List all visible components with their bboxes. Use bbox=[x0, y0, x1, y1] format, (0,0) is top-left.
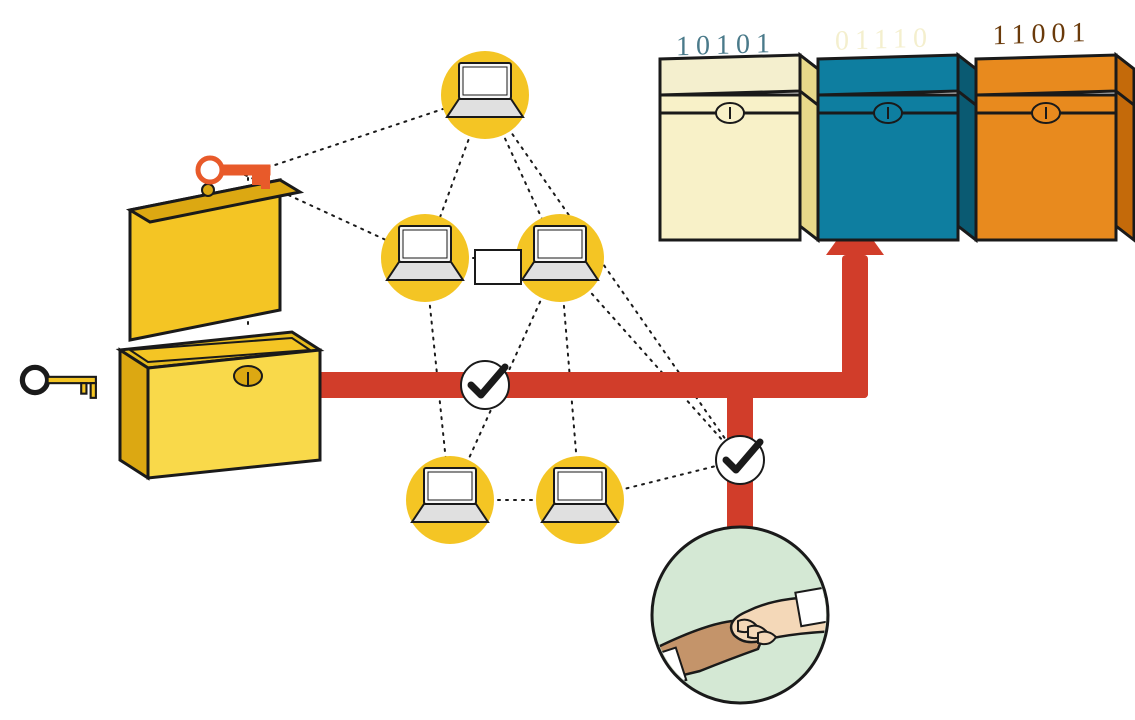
laptop-icon bbox=[516, 214, 604, 302]
block-binary-label: 01110 bbox=[835, 22, 933, 56]
laptop-icon bbox=[381, 214, 469, 302]
checkmark-icon bbox=[716, 436, 764, 484]
block-box: 10101 bbox=[660, 28, 818, 240]
laptop-icon bbox=[406, 456, 494, 544]
block-binary-label: 11001 bbox=[993, 17, 1092, 51]
laptop-icon bbox=[441, 51, 529, 139]
blockchain-diagram: 10101 01110 11001 bbox=[0, 0, 1135, 720]
checkmark-icon bbox=[461, 361, 509, 409]
block-binary-label: 10101 bbox=[676, 28, 776, 62]
laptop-icon bbox=[536, 456, 624, 544]
